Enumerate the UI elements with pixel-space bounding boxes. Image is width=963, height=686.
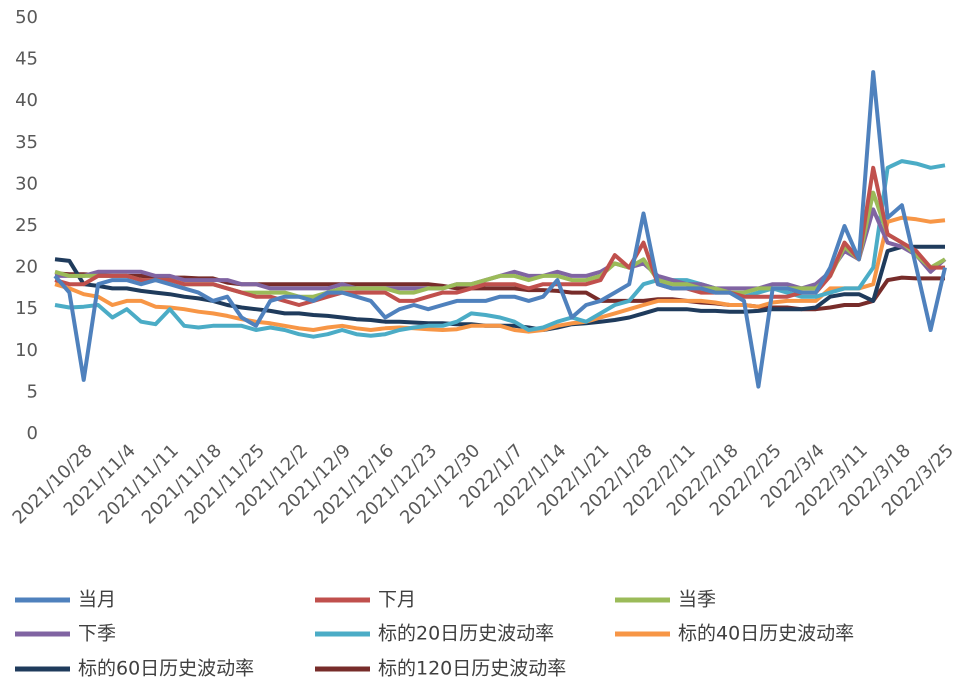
legend-label: 标的40日历史波动率 <box>678 623 854 645</box>
legend-label: 下季 <box>78 623 116 645</box>
y-tick-label: 25 <box>15 215 38 236</box>
y-tick-label: 20 <box>15 257 38 278</box>
y-tick-label: 5 <box>27 381 38 402</box>
series-line <box>54 215 946 334</box>
y-tick-label: 15 <box>15 298 38 319</box>
y-tick-label: 40 <box>15 90 38 111</box>
legend-label: 下月 <box>378 589 416 611</box>
y-tick-label: 45 <box>15 49 38 70</box>
y-tick-label: 50 <box>15 7 38 28</box>
legend-label: 当月 <box>78 589 116 611</box>
legend-label: 标的60日历史波动率 <box>78 658 254 680</box>
y-tick-label: 35 <box>15 132 38 153</box>
y-tick-label: 10 <box>15 340 38 361</box>
legend-label: 标的20日历史波动率 <box>378 623 554 645</box>
legend-label: 当季 <box>678 589 716 611</box>
y-tick-label: 0 <box>27 423 38 444</box>
series-line <box>54 165 945 307</box>
legend-label: 标的120日历史波动率 <box>378 658 566 680</box>
series-line <box>53 70 947 389</box>
y-tick-label: 30 <box>15 173 38 194</box>
